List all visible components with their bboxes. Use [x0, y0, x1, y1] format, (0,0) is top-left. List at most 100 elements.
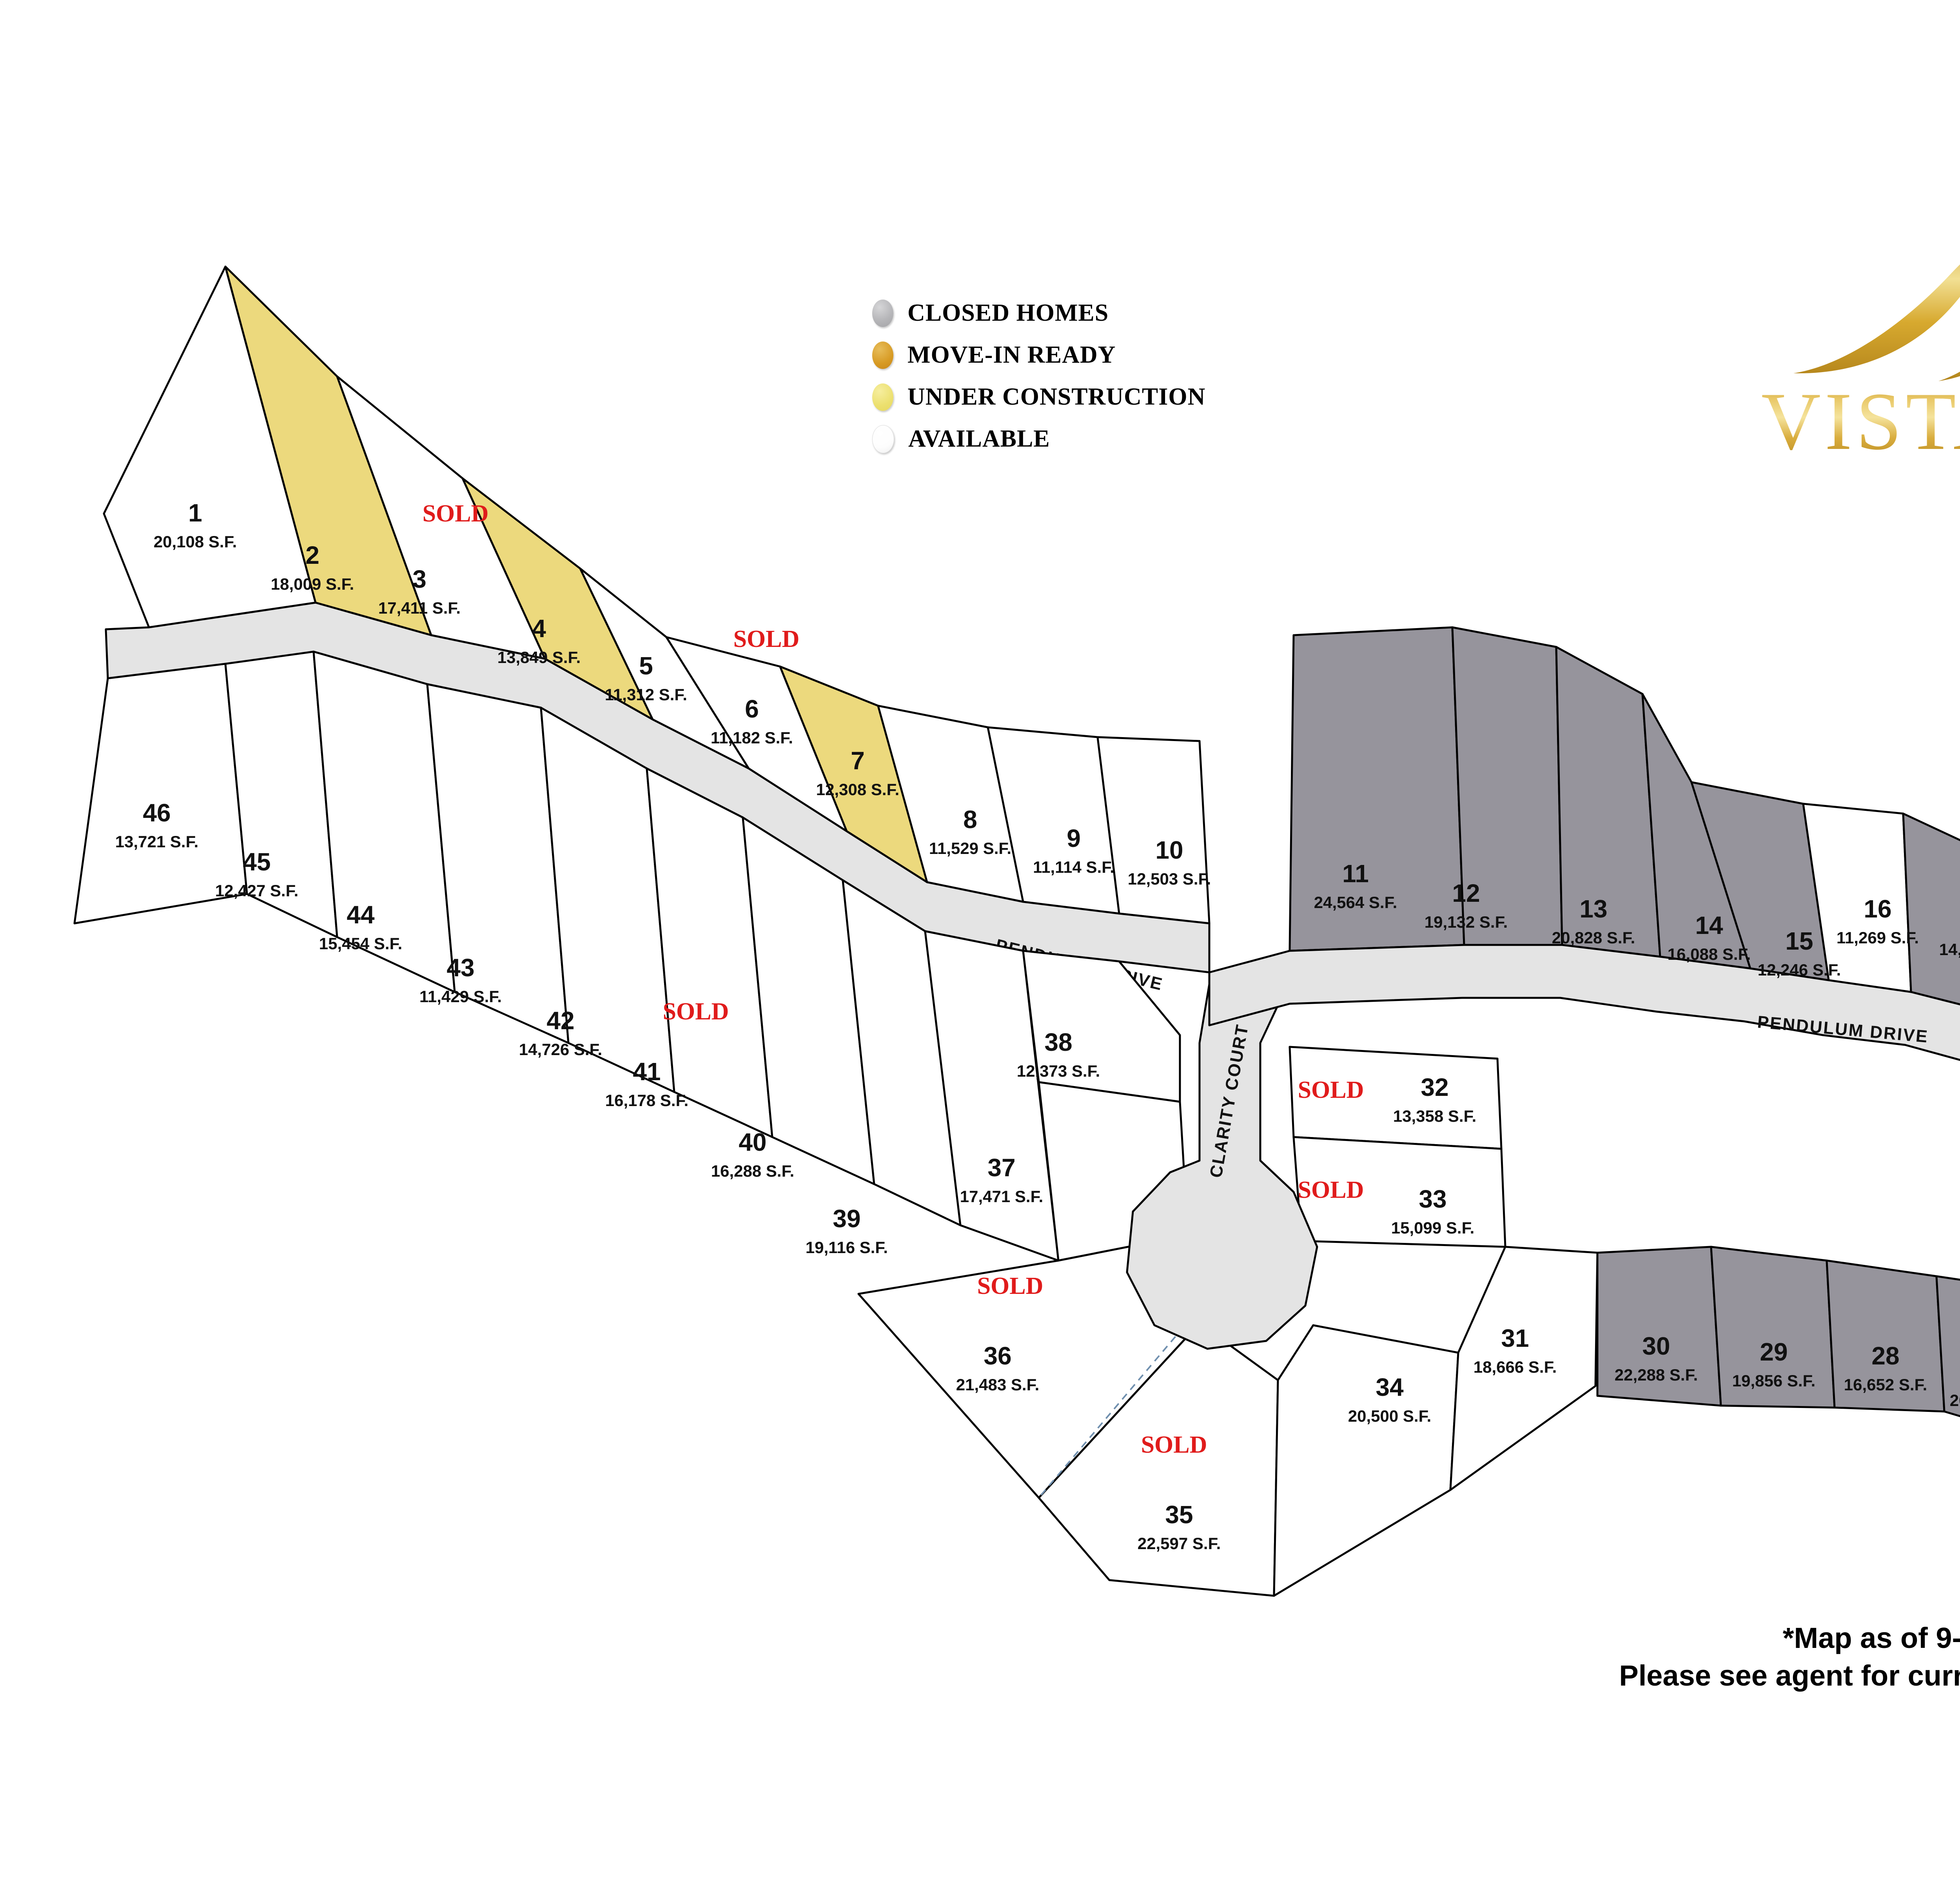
lot-shape-17[interactable]	[1902, 812, 1960, 1029]
sold-badge: SOLD	[1298, 1177, 1364, 1203]
lot-area: 11,429 S.F.	[419, 987, 502, 1006]
lot-number: 39	[833, 1204, 860, 1233]
closed-homes-swatch-icon	[872, 299, 893, 327]
sold-badge: SOLD	[423, 500, 489, 527]
move-in-ready-swatch-icon	[872, 341, 893, 369]
lot-number: 9	[1067, 824, 1081, 852]
lot-number: 42	[546, 1006, 574, 1035]
lot-area: 11,269 S.F.	[1837, 928, 1919, 947]
road-clarity-court[interactable]	[1126, 971, 1318, 1350]
lot-area: 13,849 S.F.	[497, 648, 581, 667]
lot-shape-13[interactable]	[1555, 646, 1661, 958]
lot-number: 43	[446, 954, 474, 982]
lot-area: 12,246 S.F.	[1758, 961, 1841, 979]
lot-area: 17,471 S.F.	[960, 1187, 1043, 1206]
legend-label: CLOSED HOMES	[907, 300, 1109, 326]
lot-area: 14,400 S.F.	[1939, 940, 1960, 959]
lot-area: 19,132 S.F.	[1425, 913, 1508, 931]
lot-area: 19,116 S.F.	[806, 1238, 888, 1257]
lot-area: 20,500 S.F.	[1348, 1407, 1431, 1425]
lot-number: 7	[851, 747, 865, 775]
lot-area: 22,597 S.F.	[1138, 1534, 1221, 1553]
lot-number: 37	[987, 1154, 1015, 1182]
lot-area: 16,652 S.F.	[1844, 1375, 1927, 1394]
footnote-line-agent: Please see agent for current information…	[1619, 1659, 1960, 1692]
lot-shape-34[interactable]	[1273, 1324, 1459, 1597]
lot-block-culdesac	[857, 1234, 1459, 1597]
lot-block-closed-north	[1289, 626, 1960, 1029]
lot-number: 41	[633, 1057, 661, 1086]
lot-number: 10	[1155, 836, 1183, 864]
sold-badge: SOLD	[1298, 1077, 1364, 1103]
sold-badge: SOLD	[977, 1273, 1044, 1299]
lot-divider-dashed	[1038, 1317, 1192, 1499]
lot-block-east-north-of-pendulum-south	[1289, 1046, 1599, 1491]
lot-number: 40	[739, 1128, 766, 1156]
legend-item-move-in-ready[interactable]: MOVE-IN READY	[872, 334, 1205, 376]
lot-area: 12,427 S.F.	[215, 881, 298, 900]
available-swatch-icon	[872, 425, 894, 453]
lot-area: 19,856 S.F.	[1732, 1372, 1815, 1390]
lot-number: 32	[1421, 1073, 1448, 1101]
lot-area: 12,373 S.F.	[1017, 1062, 1100, 1080]
legend-label: AVAILABLE	[908, 425, 1050, 452]
lot-area: 20,828 S.F.	[1552, 928, 1635, 947]
sold-badge: SOLD	[1141, 1431, 1207, 1458]
lot-area: 17,411 S.F.	[378, 599, 461, 617]
legend-item-available[interactable]: AVAILABLE	[872, 418, 1205, 460]
lot-area: 14,726 S.F.	[519, 1040, 602, 1059]
lot-number: 12	[1452, 879, 1480, 907]
lot-number: 2	[305, 541, 319, 569]
lot-number: 16	[1864, 895, 1891, 923]
lot-labels: 1 20,108 S.F. 2 18,009 S.F. SOLD 3 17,41…	[115, 499, 1960, 1553]
lot-number: 36	[984, 1342, 1011, 1370]
lot-area: 18,666 S.F.	[1474, 1358, 1557, 1376]
lot-number: 46	[143, 799, 171, 827]
lot-number: 38	[1044, 1028, 1072, 1056]
lot-area: 16,178 S.F.	[605, 1091, 688, 1110]
brand-wordmark: VISTA MONTAIRE	[1639, 380, 1960, 463]
legend-item-under-construction[interactable]: UNDER CONSTRUCTION	[872, 376, 1205, 418]
lot-area: 16,288 S.F.	[711, 1162, 794, 1180]
lot-number: 14	[1695, 911, 1723, 939]
legend-item-closed-homes[interactable]: CLOSED HOMES	[872, 292, 1205, 334]
sold-badge: SOLD	[663, 998, 729, 1025]
lot-area: 11,182 S.F.	[711, 728, 793, 747]
legend-label: MOVE-IN READY	[907, 342, 1116, 368]
lot-area: 13,721 S.F.	[115, 832, 198, 851]
lot-shape-38[interactable]	[1022, 950, 1181, 1103]
lot-number: 29	[1760, 1338, 1788, 1366]
road-pendulum-east[interactable]	[1208, 944, 1960, 1180]
lot-area: 11,529 S.F.	[929, 839, 1011, 857]
lot-block-north	[103, 265, 1210, 925]
lot-area: 15,454 S.F.	[319, 934, 402, 953]
lot-area: 12,308 S.F.	[816, 780, 899, 799]
lot-number: 45	[243, 848, 270, 876]
lot-number: 13	[1579, 895, 1607, 923]
legend-label: UNDER CONSTRUCTION	[907, 383, 1206, 410]
lot-area: 18,009 S.F.	[271, 575, 354, 593]
lot-number: 35	[1165, 1501, 1193, 1529]
lot-number: 28	[1871, 1342, 1899, 1370]
lot-area: 20,108 S.F.	[154, 532, 237, 551]
map-footnote: *Map as of 9-8-23 Please see agent for c…	[1431, 1619, 1960, 1695]
lot-shape-27[interactable]	[1935, 1275, 1960, 1443]
lot-area: 13,358 S.F.	[1393, 1107, 1476, 1125]
lot-number: 5	[639, 652, 653, 680]
brand-logo: VISTA MONTAIRE	[1639, 220, 1960, 463]
lot-number: 44	[347, 901, 375, 929]
under-construction-swatch-icon	[872, 383, 893, 411]
lot-number: 33	[1419, 1185, 1446, 1213]
lot-area: 22,288 S.F.	[1615, 1366, 1698, 1384]
sold-badge: SOLD	[733, 626, 800, 652]
lot-number: 15	[1785, 927, 1813, 955]
lot-number: 4	[532, 614, 546, 643]
lot-block-closed-south	[1596, 1246, 1960, 1443]
lot-area: 15,099 S.F.	[1391, 1219, 1474, 1237]
footnote-line-date: *Map as of 9-8-23	[1782, 1622, 1960, 1654]
lot-area: 11,114 S.F.	[1033, 858, 1114, 876]
lot-number: 6	[745, 695, 759, 723]
lot-number: 11	[1342, 859, 1369, 888]
